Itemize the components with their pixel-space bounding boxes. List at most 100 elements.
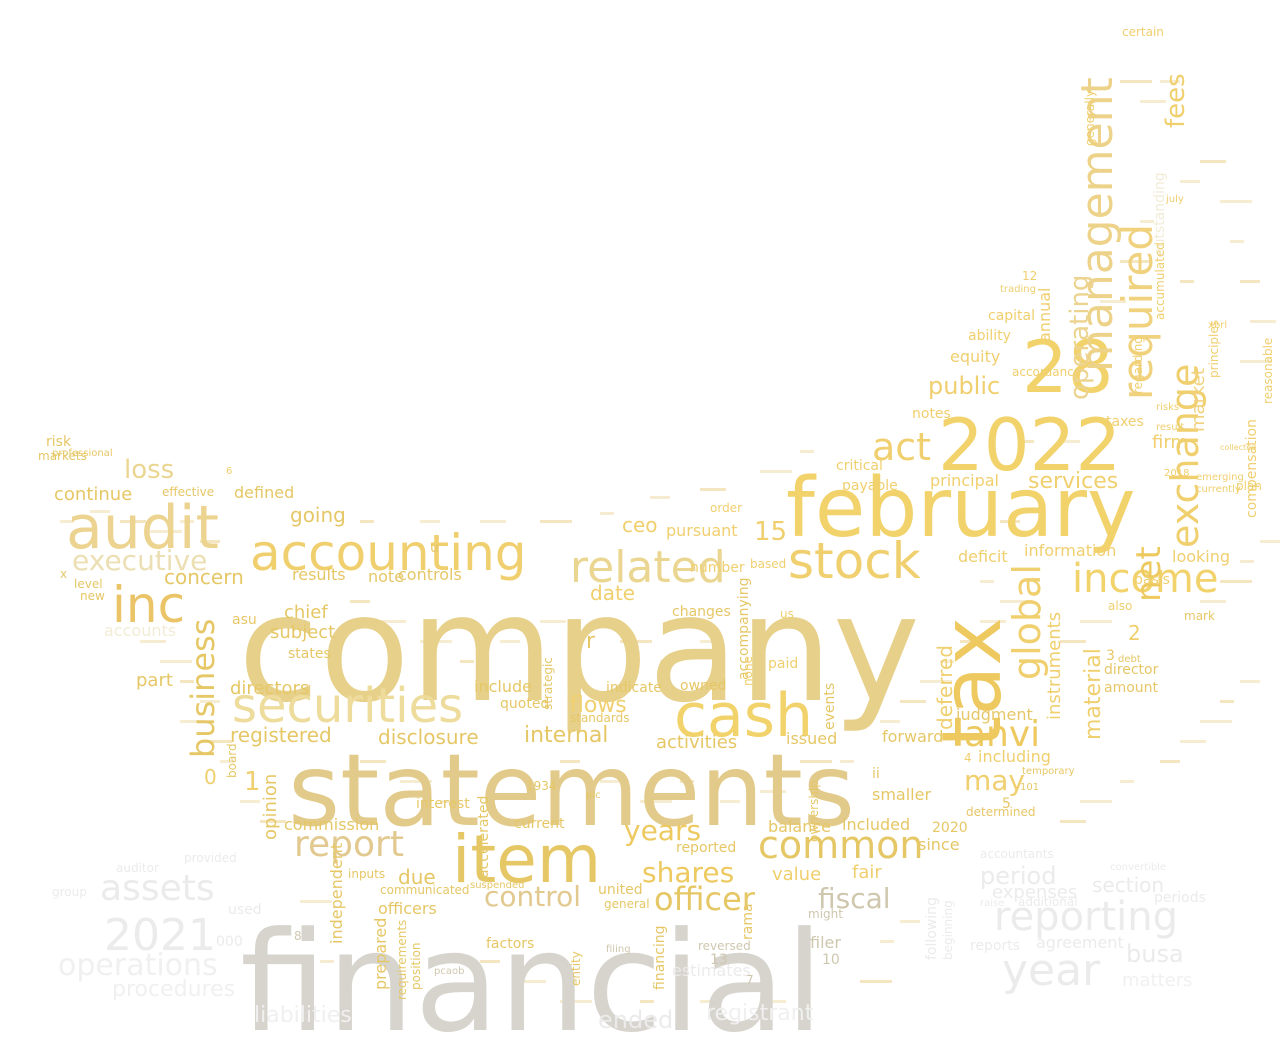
filler-mark — [200, 740, 232, 743]
word-factors: factors — [486, 936, 534, 952]
filler-mark — [200, 540, 220, 543]
word-note: note — [368, 567, 404, 586]
word-accumulated: accumulated — [1153, 242, 1167, 320]
word-deferred: deferred — [933, 645, 957, 730]
word-balance: balance — [768, 817, 831, 836]
word-registrant: registrant — [706, 1001, 814, 1026]
word-compensation: compensation — [1244, 419, 1260, 518]
word-july: july — [1165, 194, 1184, 205]
word-date: date — [590, 581, 635, 605]
word-prepared: prepared — [371, 918, 390, 990]
filler-mark — [1160, 80, 1180, 83]
word-notes: notes — [912, 406, 951, 422]
word-firm: firm — [1152, 432, 1188, 453]
filler-mark — [760, 790, 786, 793]
word-2020: 2020 — [932, 820, 968, 836]
word-indicate: indicate — [606, 680, 662, 696]
filler-mark — [1240, 680, 1260, 683]
filler-mark — [940, 660, 954, 663]
word-since: since — [918, 835, 960, 854]
word-raise: raise — [980, 898, 1004, 909]
word-order: order — [710, 501, 742, 515]
filler-mark — [880, 940, 894, 943]
filler-mark — [860, 980, 892, 983]
filler-mark — [800, 760, 832, 763]
word-used: used — [228, 902, 262, 918]
word-defined: defined — [234, 483, 294, 502]
filler-mark — [540, 620, 566, 623]
word-provided: provided — [184, 851, 237, 865]
word-smaller: smaller — [872, 785, 931, 804]
word-commission: commission — [284, 815, 379, 834]
word-certain: certain — [1122, 25, 1164, 39]
word-principles: principles — [1207, 320, 1221, 378]
word-disclosure: disclosure — [378, 725, 479, 749]
filler-mark — [1240, 280, 1260, 283]
word-states: states — [288, 646, 331, 662]
filler-mark — [600, 512, 614, 515]
word-group: companyfinancialstatementsfebruary202228… — [38, 25, 1280, 1042]
word-annual: annual — [1035, 288, 1054, 342]
word-include: include — [474, 677, 532, 696]
word-loss: loss — [124, 455, 174, 485]
word-accompanying: accompanying — [736, 578, 752, 680]
word-new: new — [80, 589, 105, 603]
filler-mark — [1120, 780, 1134, 783]
word-u: u — [430, 540, 439, 556]
word-beginning: beginning — [941, 900, 955, 960]
word-directors: directors — [230, 678, 309, 699]
word-owned: owned — [680, 678, 726, 694]
word-quoted: quoted — [500, 696, 549, 712]
filler-mark — [1080, 800, 1112, 803]
word-board: board — [225, 743, 239, 778]
word-filing: filing — [606, 944, 631, 955]
word-2018: 2018 — [1164, 468, 1189, 479]
filler-mark — [1160, 760, 1180, 763]
filler-mark — [1020, 440, 1034, 443]
filler-mark — [150, 530, 182, 533]
word-effective: effective — [162, 485, 214, 499]
word-reports: reports — [970, 938, 1020, 954]
word-audit: audit — [66, 493, 219, 563]
word-agreement: agreement — [1036, 933, 1124, 952]
word-pursuant: pursuant — [666, 521, 738, 540]
word-public: public — [928, 372, 1000, 400]
word-none: none — [741, 656, 755, 686]
word-reversed: reversed — [698, 939, 751, 953]
word-net: net — [1129, 546, 1169, 602]
word-matters: matters — [1122, 970, 1193, 991]
filler-mark — [90, 510, 110, 513]
word-professional: professional — [52, 448, 113, 459]
word-temporary: temporary — [1022, 766, 1075, 777]
word-act: act — [872, 425, 931, 469]
word-assets: assets — [100, 868, 215, 909]
word-changes: changes — [672, 604, 731, 620]
word-events: events — [822, 683, 838, 730]
word-additional: additional — [1018, 895, 1078, 909]
word-securities: securities — [232, 678, 463, 734]
word-control: control — [484, 880, 581, 913]
word-exchange: exchange — [1163, 364, 1207, 548]
word-auditor: auditor — [116, 861, 159, 875]
word-year: year — [1002, 945, 1101, 996]
word-common: common — [758, 823, 924, 867]
filler-mark — [660, 660, 674, 663]
word-4: 4 — [964, 751, 972, 765]
word-deficit: deficit — [958, 547, 1008, 566]
filler-mark — [460, 660, 474, 663]
filler-mark — [980, 580, 994, 583]
filler-mark — [520, 980, 546, 983]
word-entity: entity — [569, 951, 583, 986]
word-1: 1 — [244, 767, 261, 797]
filler-mark — [180, 680, 194, 683]
word-ended: ended — [598, 1006, 673, 1034]
word-5: 5 — [1002, 796, 1011, 812]
word-years: years — [624, 814, 701, 847]
word-internal: internal — [524, 723, 608, 748]
filler-mark — [1240, 560, 1254, 563]
filler-mark — [1200, 720, 1232, 723]
filler-mark — [650, 496, 670, 499]
word-expenses: expenses — [992, 882, 1077, 903]
word-operating: operating — [1065, 275, 1095, 400]
word-generally: generally — [1083, 90, 1097, 146]
